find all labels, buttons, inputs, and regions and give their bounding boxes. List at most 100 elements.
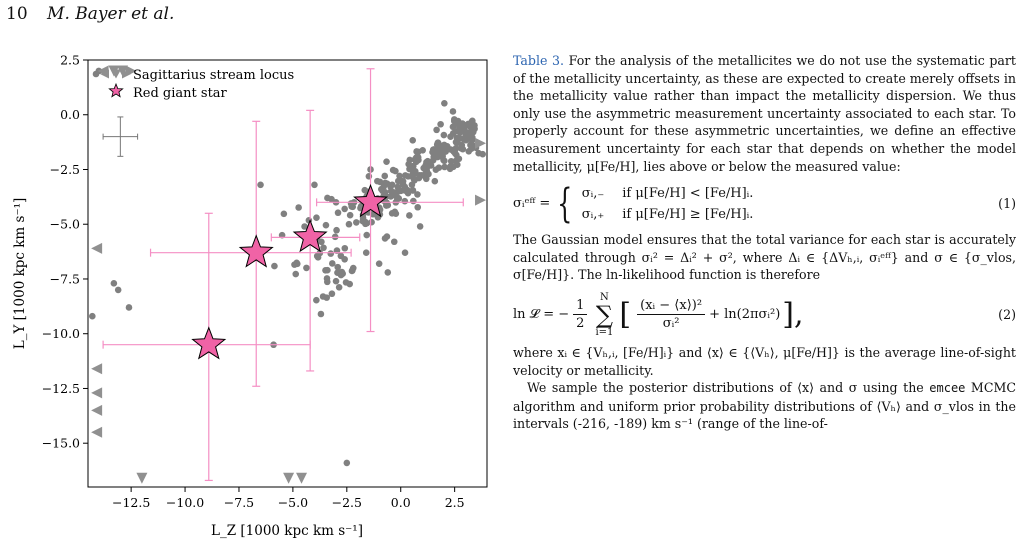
stream-point [327,250,335,257]
stream-edge-triangle [91,242,103,254]
stream-point [418,171,426,179]
red-giant-star [353,183,389,218]
stream-point [443,143,451,150]
stream-point [449,123,457,131]
stream-point [420,164,427,172]
stream-edge-triangle [136,472,148,484]
stream-point [392,167,399,175]
red-giant-star [191,326,227,360]
x-tick-label: −12.5 [112,495,150,510]
stream-point [390,238,398,246]
stream-point [293,259,300,267]
text-column: Table 3. For the analysis of the metalli… [513,52,1016,433]
stream-point [375,260,383,267]
axis-ticks-layer: −12.5 −10.0 −7.5 −5.0 −2.5 0.0 2.5 2.5 0.0 −2.5 −5… [42,53,465,511]
equation-1: σᵢᵉᶠᶠ = { σᵢ,₋ if μ[Fe/H] < [Fe/H]ᵢ. σᵢ,₊… [513,183,1016,225]
y-tick-label: −12.5 [42,381,80,396]
stream-point [394,177,402,185]
stream-point [466,129,473,137]
stream-point [450,116,458,123]
stream-point [271,262,278,270]
paragraph-2: The Gaussian model ensures that the tota… [513,232,1016,283]
stream-point [465,148,473,155]
stream-point [339,270,346,277]
eq2-frac-den: σᵢ² [662,316,680,332]
stream-point [365,172,373,180]
stream-point [395,195,403,202]
stream-edge-markers-layer [91,65,487,484]
paragraph-3: where xᵢ ∈ {Vₕ,ᵢ, [Fe/H]ᵢ} and ⟨x⟩ ∈ {⟨V… [513,344,1016,378]
paragraph-4-start: We sample the posterior distributions of… [527,380,924,396]
legend-stream-circle [92,70,100,78]
eq1-lhs: σᵢᵉᶠᶠ = [513,196,551,212]
stream-point [416,223,424,230]
stream-point [397,187,405,195]
x-tick-label: 2.5 [445,495,465,510]
stream-point [408,172,416,180]
stream-point [332,277,340,285]
stream-point [328,260,336,267]
stream-point [468,141,476,148]
running-authors: M. Bayer et al. [47,4,175,24]
y-axis-label: L_Y [1000 kpc km s⁻¹] [12,198,28,350]
eq2-half-den: 2 [576,316,585,332]
stream-point [383,158,390,165]
stream-point [449,108,457,115]
stream-point [424,170,432,178]
stream-point [455,123,463,131]
legend-stream-triangle-right [122,69,131,79]
table-3-link[interactable]: Table 3. [513,53,565,68]
emcee-code: emcee [929,381,966,396]
stream-point [320,244,327,252]
stream-point [313,214,320,222]
stream-point [292,270,300,278]
stream-edge-triangle [283,472,295,484]
stream-point [368,218,375,226]
y-tick-label: −7.5 [50,271,80,286]
y-tick-label: −5.0 [50,217,80,232]
stream-point [453,157,460,165]
error-bars-layer [102,68,464,482]
stream-point [432,166,440,173]
stream-point [348,203,355,210]
x-tick-label: −10.0 [166,495,204,510]
eq2-fraction: (xᵢ − ⟨x⟩)² σᵢ² [637,297,706,333]
red-giant-stars-layer [191,183,389,360]
eq2-sum-symbol: ∑ [595,300,613,329]
y-tick-label: 2.5 [60,53,80,68]
stream-point [341,244,349,252]
stream-point [328,195,335,203]
stream-point [341,205,348,213]
stream-point [328,290,336,298]
stream-point [381,172,389,180]
stream-point [471,125,478,133]
stream-point [313,296,320,304]
stream-point [348,267,356,275]
eq1-cond2: if μ[Fe/H] ≥ [Fe/H]ᵢ. [622,207,754,223]
stream-point [352,219,360,226]
paragraph-4: We sample the posterior distributions of… [513,379,1016,433]
eq1-cases: σᵢ,₋ if μ[Fe/H] < [Fe/H]ᵢ. σᵢ,₊ if μ[Fe/H]… [582,183,754,225]
stream-point [125,304,133,311]
eq2-sum-bottom: i=1 [595,326,614,338]
stream-point [387,183,394,190]
stream-point [441,163,448,171]
eq2-bracket-close: ], [782,296,804,332]
eq2-sum-top: N [600,291,609,303]
stream-point [414,148,422,156]
lz-ly-scatter-plot: −12.5 −10.0 −7.5 −5.0 −2.5 0.0 2.5 2.5 0.0 −2.5 −5… [12,53,488,539]
stream-point [402,172,409,179]
stream-edge-triangle [91,426,103,438]
stream-point [440,156,447,164]
eq2-bracket-open: [ [619,296,632,332]
stream-point [401,249,409,256]
x-tick-label: −5.0 [278,495,308,510]
stream-point [401,197,409,205]
stream-point [409,137,417,144]
stream-point [361,186,369,194]
stream-point [399,177,407,185]
paragraph-1-body: For the analysis of the metallicites we … [513,53,1016,174]
stream-edge-triangle [91,387,103,399]
stream-point [335,283,343,291]
